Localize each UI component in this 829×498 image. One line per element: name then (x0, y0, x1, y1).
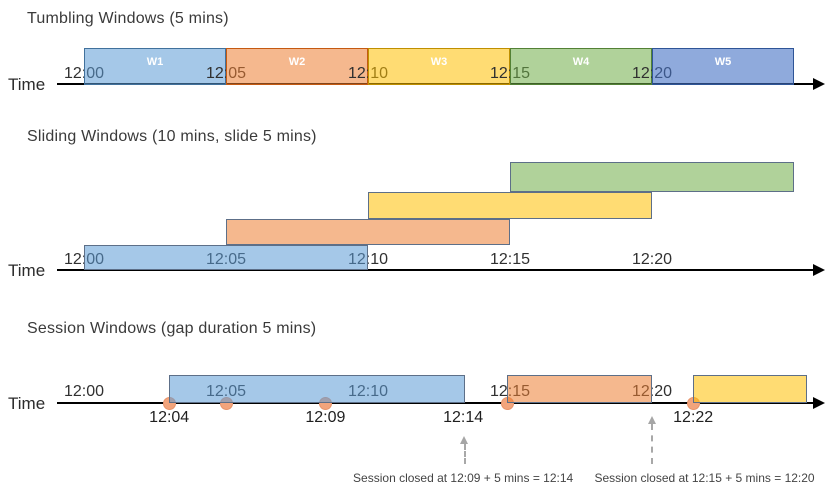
arrow-right-icon (813, 397, 825, 409)
arrow-right-icon (813, 264, 825, 276)
arrow-dashed-stem (463, 444, 466, 464)
window-box-w4 (510, 48, 652, 85)
window-box-w3 (368, 192, 652, 219)
time-axis-label: Time (8, 75, 46, 94)
window-box-w2 (507, 375, 652, 403)
window-box-w3 (368, 48, 510, 85)
window-box-w2 (226, 219, 510, 245)
session-closed-note: Session closed at 12:09 + 5 mins = 12:14 (353, 471, 574, 485)
sliding-diagram-title: Sliding Windows (10 mins, slide 5 mins) (27, 128, 317, 145)
window-box-w1 (84, 245, 368, 270)
session-closed-arrow-up-icon (460, 436, 469, 464)
timeline (57, 402, 815, 404)
time-axis-label: Time (8, 394, 46, 413)
time-axis-label: Time (8, 261, 46, 280)
window-label: W5 (714, 56, 732, 68)
window-label: W4 (572, 56, 590, 68)
tumbling-diagram-title: Tumbling Windows (5 mins) (27, 10, 229, 27)
window-label: W1 (146, 56, 164, 68)
window-box-w3 (693, 375, 807, 403)
event-time-label: 12:14 (443, 409, 484, 426)
axis-tick-label: 12:00 (63, 383, 105, 400)
window-box-w5 (652, 48, 794, 85)
event-time-label: 12:09 (305, 409, 346, 426)
window-box-w2 (226, 48, 368, 85)
event-time-label: 12:22 (673, 409, 714, 426)
axis-tick-label: 12:20 (631, 251, 673, 268)
window-label: W3 (430, 56, 448, 68)
timeline (57, 269, 815, 271)
window-label: W2 (288, 56, 306, 68)
window-box-w4 (510, 162, 794, 192)
event-time-label: 12:04 (149, 409, 190, 426)
axis-tick-label: 12:15 (489, 251, 531, 268)
session-diagram-title: Session Windows (gap duration 5 mins) (27, 320, 317, 337)
arrow-up-head (460, 436, 469, 444)
arrow-dashed-stem (651, 424, 653, 464)
window-box-w1 (169, 375, 465, 403)
arrow-right-icon (813, 78, 825, 90)
window-box-w1 (84, 48, 226, 85)
session-closed-arrow-up-icon (647, 416, 656, 464)
session-closed-note: Session closed at 12:15 + 5 mins = 12:20 (594, 471, 815, 485)
arrow-up-head (647, 416, 656, 424)
